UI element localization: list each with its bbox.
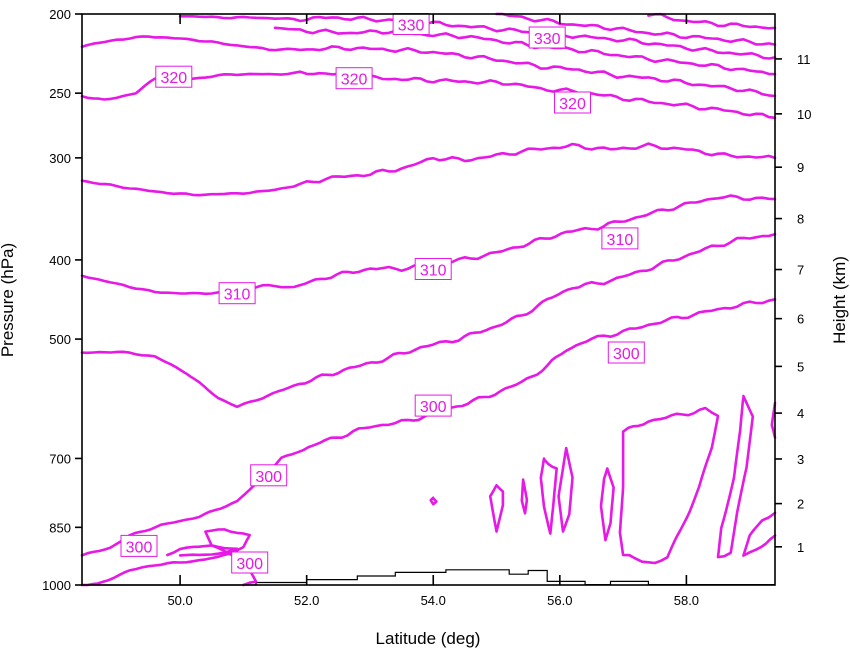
contour-label-text: 320 [341, 72, 368, 89]
contour-line-300 [80, 232, 777, 409]
contour-label-text: 330 [398, 18, 425, 35]
contour-label: 300 [607, 341, 645, 364]
contour-line-310 [80, 142, 777, 197]
contour-line-300 [716, 394, 755, 559]
y-axis-title: Pressure (hPa) [0, 243, 17, 357]
contour-label-box [120, 534, 158, 557]
y-tick-label: 1000 [42, 578, 71, 593]
contour-label-text: 300 [255, 469, 282, 486]
y2-tick-label: 7 [797, 263, 804, 278]
contour-label: 310 [218, 282, 256, 305]
y2-axis: 1 2 3 4 5 6 7 8 9 10 11 [775, 52, 811, 555]
terrain-outline [82, 569, 775, 586]
contour-line-330 [273, 26, 777, 76]
contour-label: 320 [554, 91, 591, 114]
contour-label-box [414, 258, 452, 280]
contour-label-text: 320 [559, 96, 586, 113]
contour-line-300 [80, 297, 777, 557]
x-axis: 50.0 52.0 54.0 56.0 58.0 [167, 14, 699, 608]
contour-label-box [335, 67, 373, 90]
y2-tick-label: 2 [797, 497, 804, 512]
contour-line-300 [520, 478, 529, 515]
plot-frame [81, 13, 776, 586]
x-axis-title: Latitude (deg) [376, 629, 481, 648]
contour-label: 330 [392, 13, 430, 35]
contour-label: 300 [231, 551, 269, 574]
contour-line-300 [166, 544, 239, 557]
contour-label-text: 300 [126, 539, 153, 556]
contour-label-box [250, 464, 288, 487]
contour-label-text: 300 [613, 346, 640, 363]
contour-label-box [218, 282, 256, 305]
contour-label-text: 310 [607, 232, 634, 249]
x-tick-label: 50.0 [167, 593, 192, 608]
contour-line-330 [647, 12, 777, 30]
contour-line-300 [429, 496, 438, 506]
contour-line-300 [539, 457, 559, 535]
contour-label-box [528, 26, 566, 49]
contour-label: 330 [528, 26, 566, 49]
contour-label: 300 [250, 464, 288, 487]
y-tick-label: 500 [49, 332, 71, 347]
y2-axis-title: Height (km) [830, 256, 849, 344]
contour-label-text: 300 [420, 399, 447, 416]
x-tick-label: 52.0 [294, 593, 319, 608]
y2-tick-label: 6 [797, 312, 804, 327]
y2-tick-label: 10 [797, 107, 811, 122]
contour-label-box [155, 65, 193, 88]
contour-label: 300 [414, 394, 452, 417]
contour-label-box [554, 91, 591, 114]
contour-label-layer: 330 330 320 320 320 310 310 310 300 300 300 300 300 [120, 13, 645, 574]
contour-label: 310 [601, 227, 639, 250]
contour-label: 310 [414, 258, 452, 280]
y-tick-label: 850 [49, 520, 71, 535]
contour-label-text: 310 [224, 287, 251, 304]
contour-label-text: 320 [160, 70, 187, 87]
contour-label-text: 330 [534, 31, 561, 48]
y-tick-label: 250 [49, 86, 71, 101]
y2-tick-label: 9 [797, 160, 804, 175]
y2-tick-label: 5 [797, 359, 804, 374]
y-tick-label: 300 [49, 151, 71, 166]
y-tick-label: 400 [49, 253, 71, 268]
terrain-layer [82, 569, 775, 586]
contour-line-300 [557, 446, 574, 533]
contour-label: 320 [335, 67, 373, 90]
y2-tick-label: 8 [797, 212, 804, 227]
contour-line-300 [488, 483, 505, 533]
contour-label-box [607, 341, 645, 364]
contour-line-330 [178, 14, 777, 60]
x-tick-label: 54.0 [421, 593, 446, 608]
y2-tick-label: 1 [797, 540, 804, 555]
contour-line-300 [80, 528, 258, 587]
y2-tick-label: 3 [797, 452, 804, 467]
x-tick-label: 56.0 [547, 593, 572, 608]
contour-label-box [601, 227, 639, 250]
contour-line-300 [618, 406, 720, 565]
y-tick-label: 200 [49, 7, 71, 22]
x-tick-label: 58.0 [674, 593, 699, 608]
y2-tick-label: 4 [797, 406, 804, 421]
contour-label: 300 [120, 534, 158, 557]
contour-line-320 [80, 35, 777, 98]
contour-label-text: 310 [420, 263, 447, 280]
y2-tick-label: 11 [797, 52, 811, 67]
contour-label-box [414, 394, 452, 417]
contour-label: 320 [155, 65, 193, 88]
contour-label-text: 300 [236, 556, 263, 573]
contour-line-330 [495, 12, 777, 46]
y-axis: 200 250 300 400 500 700 850 1000 [42, 7, 82, 593]
contour-label-box [231, 551, 269, 574]
contour-line-300 [599, 467, 615, 542]
contour-line-300 [742, 511, 777, 557]
contour-layer [80, 12, 777, 587]
y-tick-label: 700 [49, 451, 71, 466]
